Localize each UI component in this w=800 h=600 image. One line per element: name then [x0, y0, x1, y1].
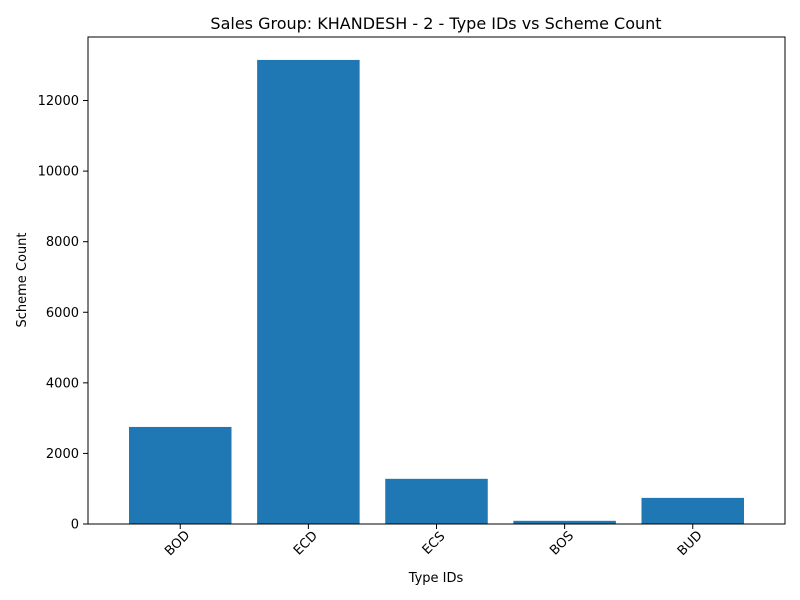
y-tick-label: 4000	[46, 376, 79, 391]
y-tick-label: 0	[71, 518, 79, 533]
chart-title: Sales Group: KHANDESH - 2 - Type IDs vs …	[210, 14, 661, 33]
axes-frame	[87, 36, 786, 525]
bar-bos	[513, 520, 616, 524]
x-tick-label-ecd: ECD	[291, 529, 321, 559]
x-tick-label-bos: BOS	[547, 529, 577, 559]
x-tick-label-bud: BUD	[675, 528, 706, 559]
y-axis-label: Scheme Count	[15, 232, 30, 327]
bar-ecd	[257, 59, 360, 524]
bar-bud	[641, 497, 744, 524]
x-tick-label-bod: BOD	[162, 528, 193, 559]
y-tick-label: 8000	[46, 235, 79, 250]
plot-area: 0 2000 4000 6000 8000 10000 12000 BOD ECD ECS BOS B…	[38, 36, 786, 559]
y-tick-label: 10000	[38, 165, 79, 180]
y-tick-label: 6000	[46, 306, 79, 321]
y-tick-label: 12000	[38, 94, 79, 109]
bar-ecs	[385, 478, 488, 524]
x-tick-label-ecs: ECS	[420, 529, 449, 558]
bar-bod	[129, 426, 232, 524]
x-axis-label: Type IDs	[408, 571, 464, 586]
y-tick-label: 2000	[46, 447, 79, 462]
